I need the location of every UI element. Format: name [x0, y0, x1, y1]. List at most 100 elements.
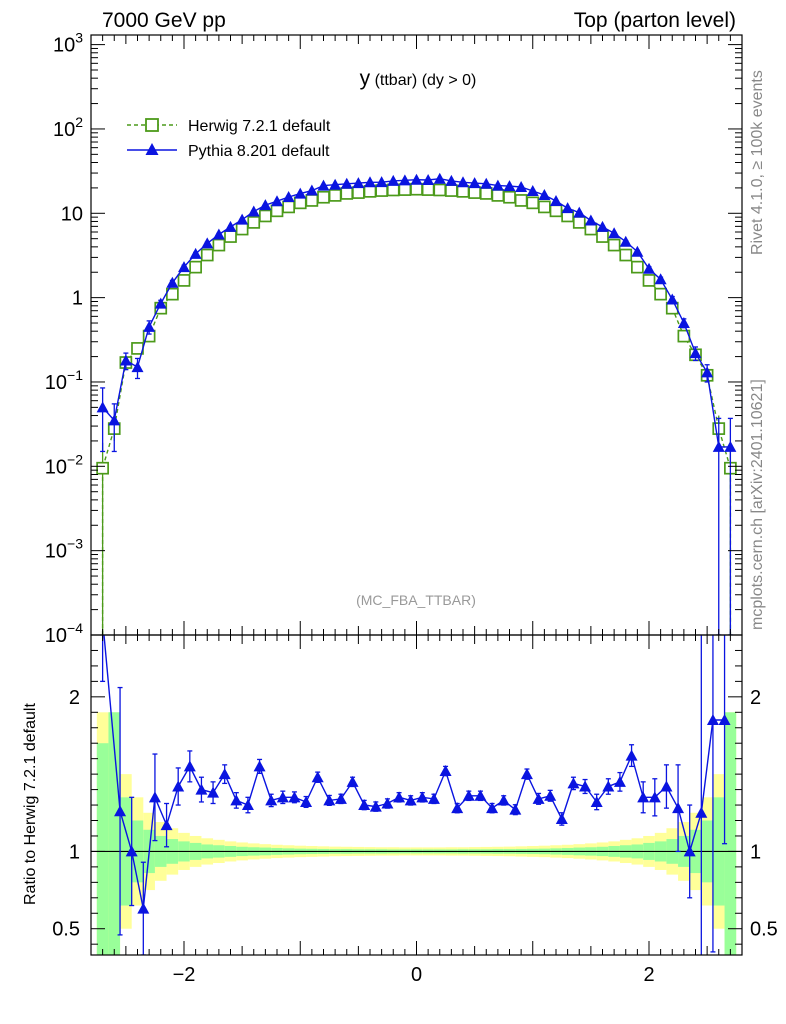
- ratio-x-tick-label: −2: [173, 964, 196, 986]
- pythia-point: [131, 361, 144, 373]
- pythia-point: [212, 228, 225, 240]
- header-left-label: 7000 GeV pp: [102, 9, 226, 32]
- ratio-point: [509, 803, 522, 815]
- ratio-point: [276, 791, 289, 803]
- ratio-x-tick-label: 0: [411, 964, 422, 986]
- ratio-point: [520, 768, 533, 780]
- pythia-line: [102, 177, 731, 448]
- ratio-y-axis-label: Ratio to Herwig 7.2.1 default: [22, 703, 39, 905]
- herwig-point: [491, 189, 505, 202]
- ratio-point: [300, 795, 313, 807]
- pythia-point: [596, 220, 609, 232]
- herwig-point: [445, 184, 458, 197]
- ratio-point: [334, 792, 347, 804]
- pythia-point: [503, 180, 516, 192]
- plot-title-main: y: [360, 67, 371, 90]
- ratio-x-tick-label: 2: [643, 964, 654, 986]
- pythia-point: [375, 176, 388, 188]
- ratio-point: [555, 812, 568, 824]
- herwig-point: [340, 187, 354, 200]
- main-y-tick-label: 102: [53, 114, 83, 141]
- pythia-point: [317, 179, 330, 191]
- pythia-point: [305, 184, 318, 196]
- pythia-point: [677, 317, 690, 329]
- pythia-point: [410, 173, 423, 185]
- pythia-point: [468, 177, 481, 189]
- main-y-tick-label: 10−4: [45, 620, 83, 647]
- ratio-point: [172, 780, 185, 792]
- herwig-point: [224, 230, 237, 243]
- ratio-point: [311, 771, 324, 783]
- ratio-point: [195, 783, 208, 795]
- herwig-point: [363, 185, 377, 198]
- ratio-point: [369, 800, 382, 812]
- pythia-point: [398, 174, 411, 186]
- ratio-point: [532, 792, 545, 804]
- pythia-point: [701, 366, 714, 378]
- main-y-tick-label: 10−2: [45, 451, 83, 478]
- ratio-point: [718, 714, 731, 726]
- pythia-point: [584, 214, 597, 226]
- ratio-point: [660, 780, 673, 792]
- herwig-point: [654, 287, 667, 301]
- pythia-point: [178, 261, 190, 273]
- ratio-y-tick-label: 1: [69, 841, 80, 863]
- pythia-point: [631, 245, 644, 257]
- pythia-point: [526, 184, 539, 196]
- herwig-point: [631, 260, 644, 274]
- pythia-point: [654, 273, 667, 285]
- ratio-point: [706, 714, 719, 726]
- pythia-point: [282, 191, 295, 203]
- pythia-point: [666, 293, 679, 305]
- ratio-point: [497, 794, 510, 806]
- main-y-tick-label: 10−1: [45, 367, 83, 394]
- pythia-point: [143, 320, 156, 332]
- pythia-point: [573, 206, 586, 218]
- ratio-y-tick-label-right: 1: [750, 841, 761, 863]
- ratio-point: [288, 791, 301, 803]
- pythia-point: [201, 237, 214, 249]
- pythia-point: [352, 177, 365, 189]
- legend-pythia-marker: [145, 143, 159, 155]
- herwig-point: [503, 190, 516, 204]
- herwig-point: [259, 209, 272, 223]
- pythia-point: [340, 177, 353, 189]
- pythia-point: [271, 195, 283, 207]
- herwig-point: [328, 189, 342, 202]
- pythia-point: [608, 227, 621, 239]
- herwig-point: [235, 222, 249, 236]
- ratio-y-axis: 2 2 1 1 0.5 0.5: [52, 634, 778, 945]
- herwig-point: [166, 287, 179, 301]
- pythia-point: [422, 174, 435, 186]
- ratio-point: [427, 792, 440, 804]
- ratio-point: [381, 797, 394, 809]
- analysis-label: (MC_FBA_TTBAR): [356, 592, 476, 608]
- ratio-point: [393, 791, 406, 803]
- herwig-point: [514, 194, 528, 207]
- ratio-point: [218, 768, 231, 780]
- ratio-point: [672, 802, 685, 814]
- ratio-point: [346, 775, 359, 787]
- ratio-point: [613, 775, 626, 787]
- pythia-point: [550, 194, 562, 206]
- herwig-point: [177, 274, 191, 287]
- ratio-point: [114, 805, 127, 817]
- pythia-point: [224, 220, 237, 232]
- herwig-point: [619, 248, 633, 262]
- pythia-point: [643, 262, 655, 274]
- herwig-point: [386, 183, 400, 197]
- ratio-point: [695, 806, 708, 818]
- pythia-point: [480, 177, 493, 189]
- ratio-point: [207, 786, 220, 798]
- main-y-tick-label: 10: [61, 203, 83, 225]
- rivet-side-label: Rivet 4.1.0, ≥ 100k events: [749, 70, 766, 255]
- herwig-point: [572, 216, 586, 229]
- pythia-point: [119, 354, 132, 366]
- ratio-series-layer: [100, 635, 731, 955]
- header-right-label: Top (parton level): [574, 9, 736, 32]
- ratio-point: [590, 795, 603, 807]
- pythia-point: [154, 297, 167, 309]
- ratio-point: [648, 791, 661, 803]
- pythia-point: [724, 440, 737, 452]
- herwig-point: [596, 230, 609, 243]
